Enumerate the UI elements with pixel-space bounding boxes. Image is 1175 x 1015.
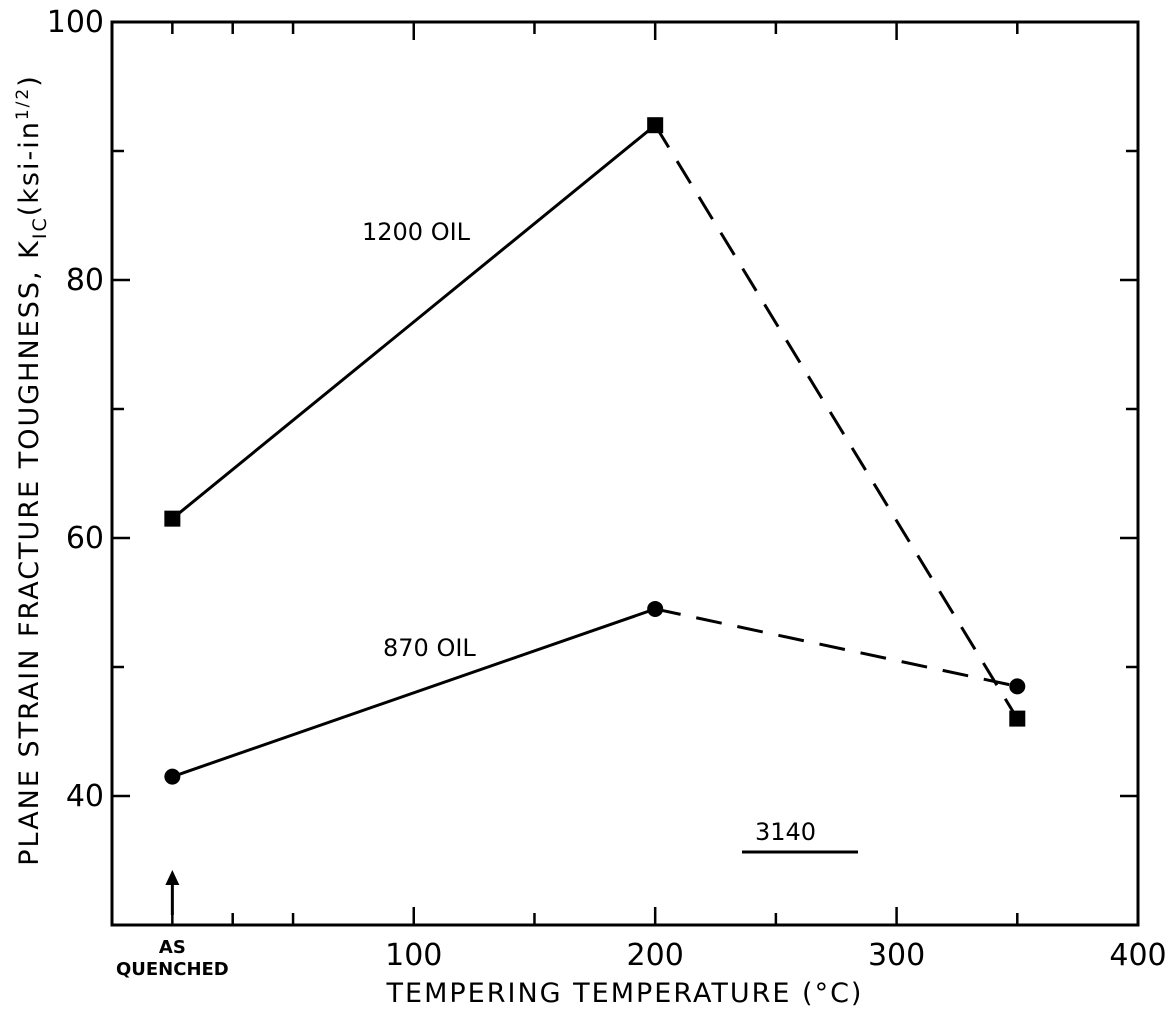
y-axis-title: PLANE STRAIN FRACTURE TOUGHNESS, KIC(ksi…: [13, 74, 51, 866]
series-label-870-oil: 870 OIL: [383, 634, 476, 662]
axes: [110, 20, 1140, 927]
y-axis-title-sub: IC: [29, 216, 51, 239]
y-tick-label: 100: [47, 5, 104, 40]
series-label-1200-oil: 1200 OIL: [362, 218, 471, 246]
x-tick-label: 400: [1109, 938, 1166, 973]
data-point-circle: [164, 768, 181, 785]
series-line-segment: [654, 607, 1018, 688]
series-line-segment: [171, 124, 657, 520]
data-point-circle: [1009, 678, 1026, 695]
y-axis-title-main: PLANE STRAIN FRACTURE TOUGHNESS, K: [14, 239, 45, 866]
steel-grade-label: 3140: [755, 818, 816, 846]
series-1: [164, 600, 1026, 785]
as-quenched-label-line1: AS: [159, 937, 186, 958]
data-point-square: [164, 510, 181, 527]
y-axis-title-sup: 1/2: [13, 87, 33, 120]
y-axis-title-units: (ksi-in: [14, 120, 45, 216]
data-point-square: [647, 117, 664, 134]
series-line-segment: [653, 124, 1019, 720]
series-layer: [164, 117, 1026, 785]
series-line-segment: [171, 607, 656, 779]
x-tick-label: 200: [627, 938, 684, 973]
as-quenched-arrow-head: [165, 870, 180, 885]
data-point-circle: [647, 600, 664, 617]
data-point-square: [1009, 710, 1026, 727]
y-axis-title-close: ): [14, 74, 45, 87]
y-tick-label: 60: [66, 521, 104, 556]
as-quenched-label-line2: QUENCHED: [116, 959, 229, 980]
y-tick-label: 40: [66, 779, 104, 814]
x-tick-label: 100: [385, 938, 442, 973]
ticks: 100 200 300 400 40 60 80 100: [47, 5, 1167, 973]
y-tick-label: 80: [66, 263, 104, 298]
plot-frame: [110, 20, 1140, 927]
x-tick-label: 300: [868, 938, 925, 973]
x-axis-title: TEMPERING TEMPERATURE (°C): [386, 978, 864, 1009]
series-0: [164, 117, 1026, 727]
